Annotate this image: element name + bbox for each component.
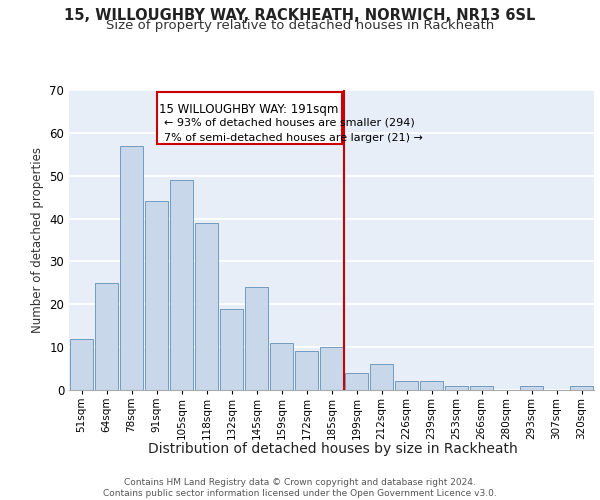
Bar <box>395 382 418 390</box>
Text: 15 WILLOUGHBY WAY: 191sqm: 15 WILLOUGHBY WAY: 191sqm <box>160 103 338 116</box>
Bar <box>370 364 393 390</box>
Bar <box>170 180 193 390</box>
Bar <box>120 146 143 390</box>
Bar <box>245 287 268 390</box>
Text: Size of property relative to detached houses in Rackheath: Size of property relative to detached ho… <box>106 19 494 32</box>
FancyBboxPatch shape <box>157 92 341 144</box>
Bar <box>270 343 293 390</box>
Bar <box>70 338 93 390</box>
Text: 15, WILLOUGHBY WAY, RACKHEATH, NORWICH, NR13 6SL: 15, WILLOUGHBY WAY, RACKHEATH, NORWICH, … <box>64 8 536 22</box>
Bar <box>445 386 468 390</box>
Bar <box>470 386 493 390</box>
Text: ← 93% of detached houses are smaller (294): ← 93% of detached houses are smaller (29… <box>164 118 415 128</box>
Text: Distribution of detached houses by size in Rackheath: Distribution of detached houses by size … <box>148 442 518 456</box>
Y-axis label: Number of detached properties: Number of detached properties <box>31 147 44 333</box>
Bar <box>520 386 543 390</box>
Bar <box>420 382 443 390</box>
Bar <box>145 202 168 390</box>
Bar <box>345 373 368 390</box>
Bar <box>195 223 218 390</box>
Bar <box>320 347 343 390</box>
Bar <box>295 352 318 390</box>
Bar <box>570 386 593 390</box>
Bar <box>220 308 243 390</box>
Text: Contains HM Land Registry data © Crown copyright and database right 2024.
Contai: Contains HM Land Registry data © Crown c… <box>103 478 497 498</box>
Text: 7% of semi-detached houses are larger (21) →: 7% of semi-detached houses are larger (2… <box>164 133 423 143</box>
Bar <box>95 283 118 390</box>
